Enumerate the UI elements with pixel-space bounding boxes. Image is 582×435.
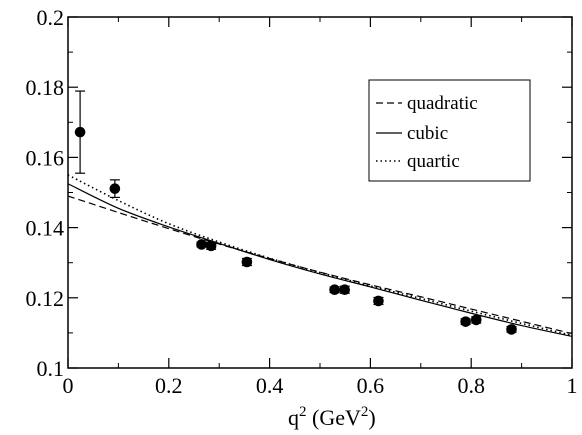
data-point (470, 314, 482, 326)
x-axis-label-sup: 2 (299, 404, 307, 420)
y-tick-label: 0.12 (26, 286, 65, 311)
curve-quartic (67, 174, 573, 337)
data-point (196, 239, 207, 250)
x-axis-label-unit-open: (GeV (307, 405, 361, 430)
legend: quadratic cubic quartic (368, 79, 531, 182)
y-tick-label: 0.1 (37, 356, 65, 381)
x-axis-label-unit-sup: 2 (361, 404, 369, 420)
legend-box (368, 79, 531, 182)
x-tick-label: 0 (63, 373, 74, 398)
x-axis-label: q2 (GeV2) (288, 404, 376, 430)
legend-cubic-label: cubic (407, 123, 448, 144)
curve-cubic (67, 183, 573, 337)
y-tick-label: 0.2 (37, 5, 65, 30)
axis-ticks: 0 0.2 0.4 0.6 0.8 1 0.1 0.12 0.14 0.16 0.18 0.2 (26, 5, 578, 398)
data-point (339, 284, 350, 296)
data-point (373, 295, 384, 307)
legend-quartic-label: quartic (407, 151, 460, 172)
fit-curves (67, 174, 573, 337)
x-tick-label: 0.6 (357, 373, 385, 398)
x-axis-label-unit-close: ) (368, 405, 375, 430)
x-tick-label: 1 (567, 373, 578, 398)
y-tick-label: 0.16 (26, 145, 65, 170)
data-point (506, 324, 517, 335)
data-point (241, 256, 253, 268)
x-axis-label-base: q (288, 405, 299, 430)
data-point (329, 284, 340, 296)
data-point (205, 240, 217, 252)
y-tick-label: 0.14 (26, 216, 65, 241)
curve-quadratic (67, 195, 573, 335)
y-tick-label: 0.18 (26, 75, 65, 100)
x-tick-label: 0.8 (457, 373, 485, 398)
x-tick-label: 0.2 (155, 373, 183, 398)
data-point (74, 126, 86, 138)
legend-quadratic-label: quadratic (407, 93, 478, 114)
x-tick-label: 0.4 (256, 373, 284, 398)
data-point (460, 316, 471, 327)
data-points (74, 90, 517, 335)
data-point (109, 183, 121, 194)
